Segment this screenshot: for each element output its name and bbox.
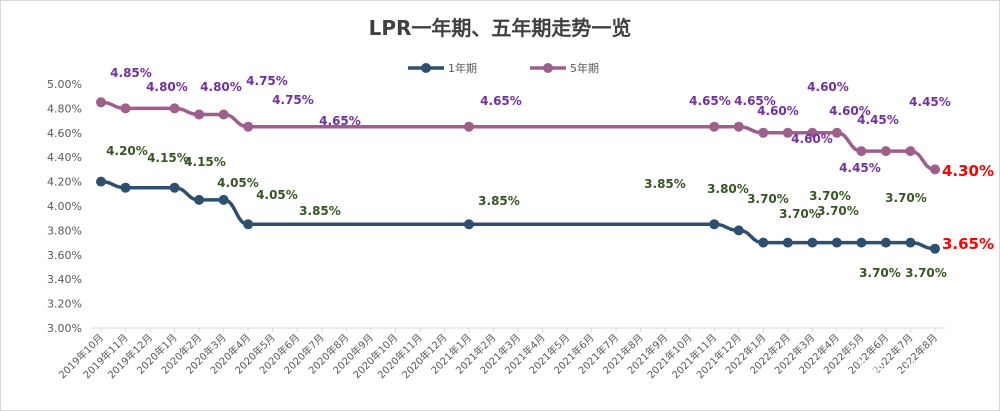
data-label: 4.85% — [110, 66, 152, 80]
data-label: 4.80% — [146, 80, 188, 94]
series-lines — [96, 97, 940, 254]
y-axis: 3.00% 3.20% 3.40% 3.60% 3.80% 4.00% 4.20% 4.40%… — [47, 78, 82, 335]
legend-label: 5年期 — [570, 61, 599, 75]
data-labels: 4.85%4.80% 4.80% 4.75%4.75%4.65%4.65% 4.65%… — [106, 66, 994, 280]
data-label-latest: 4.30% — [942, 162, 994, 180]
data-label: 4.65% — [480, 94, 522, 108]
data-point — [169, 103, 180, 114]
data-point — [463, 121, 474, 132]
data-label: 3.70% — [809, 189, 851, 203]
data-label: 4.75% — [272, 93, 314, 107]
data-label: 4.05% — [217, 176, 259, 190]
y-tick-label: 4.00% — [47, 200, 82, 213]
data-point — [194, 194, 205, 205]
legend-marker — [421, 63, 431, 73]
data-label: 4.65% — [689, 94, 731, 108]
data-label-latest: 3.65% — [942, 235, 994, 253]
data-point — [96, 97, 106, 108]
data-point — [243, 219, 254, 230]
data-point — [905, 146, 916, 157]
data-label: 4.15% — [184, 155, 226, 169]
data-label: 4.45% — [857, 113, 899, 127]
data-point — [807, 237, 818, 248]
data-point — [905, 237, 916, 248]
y-tick-label: 3.60% — [47, 249, 82, 262]
data-label: 3.70% — [779, 207, 821, 221]
data-point — [880, 146, 891, 157]
y-tick-label: 3.00% — [47, 322, 82, 335]
data-label: 3.85% — [644, 177, 686, 191]
chart-title: LPR一年期、五年期走势一览 — [369, 16, 632, 40]
data-label: 4.65% — [319, 114, 361, 128]
data-point — [856, 146, 867, 157]
data-label: 3.70% — [859, 266, 901, 280]
data-point — [930, 243, 940, 254]
y-tick-label: 4.20% — [47, 176, 82, 189]
data-label: 3.80% — [707, 182, 749, 196]
data-label: 4.60% — [791, 132, 833, 146]
y-tick-label: 4.80% — [47, 102, 82, 115]
data-label: 4.05% — [256, 188, 298, 202]
data-point — [218, 109, 229, 120]
data-point — [194, 109, 205, 120]
data-point — [120, 103, 131, 114]
data-point — [169, 182, 180, 193]
y-tick-label: 3.40% — [47, 273, 82, 286]
watermark-text: 蜗牛安居 — [870, 361, 938, 381]
legend-marker — [543, 63, 553, 73]
data-label: 4.75% — [246, 74, 288, 88]
data-point — [831, 127, 842, 138]
data-point — [733, 121, 744, 132]
y-tick-label: 4.60% — [47, 127, 82, 140]
legend: 1年期 5年期 — [408, 61, 599, 75]
data-point — [709, 219, 720, 230]
data-point — [856, 237, 867, 248]
data-point — [218, 194, 229, 205]
data-label: 3.85% — [478, 194, 520, 208]
y-tick-label: 4.40% — [47, 151, 82, 164]
data-point — [733, 225, 744, 236]
data-point — [807, 127, 818, 138]
legend-label: 1年期 — [448, 61, 477, 75]
data-label: 3.70% — [817, 204, 859, 218]
x-axis: 2019年10月2019年11月2019年12月2020年1月2020年2月20… — [56, 327, 945, 381]
y-tick-label: 3.20% — [47, 298, 82, 311]
data-label: 4.45% — [909, 95, 951, 109]
data-label: 4.60% — [757, 104, 799, 118]
data-point — [831, 237, 842, 248]
data-label: 4.45% — [839, 161, 881, 175]
data-label: 4.60% — [829, 104, 871, 118]
data-label: 3.70% — [905, 266, 947, 280]
data-point — [880, 237, 891, 248]
data-point — [758, 237, 769, 248]
data-label: 3.85% — [299, 204, 341, 218]
data-point — [120, 182, 131, 193]
data-point — [463, 219, 474, 230]
data-label: 4.15% — [147, 151, 189, 165]
data-label: 3.70% — [747, 192, 789, 206]
data-point — [782, 127, 793, 138]
watermark: 蜗牛安居 — [839, 356, 938, 382]
data-label: 4.80% — [200, 80, 242, 94]
y-tick-label: 5.00% — [47, 78, 82, 91]
y-tick-label: 3.80% — [47, 224, 82, 237]
data-point — [782, 237, 793, 248]
data-label: 4.20% — [106, 144, 148, 158]
data-point — [930, 164, 940, 175]
data-label: 3.70% — [885, 191, 927, 205]
data-point — [709, 121, 720, 132]
data-label: 4.60% — [807, 80, 849, 94]
data-point — [758, 127, 769, 138]
data-point — [96, 176, 106, 187]
data-label: 4.65% — [734, 94, 776, 108]
data-point — [243, 121, 254, 132]
wechat-icon — [839, 356, 865, 382]
